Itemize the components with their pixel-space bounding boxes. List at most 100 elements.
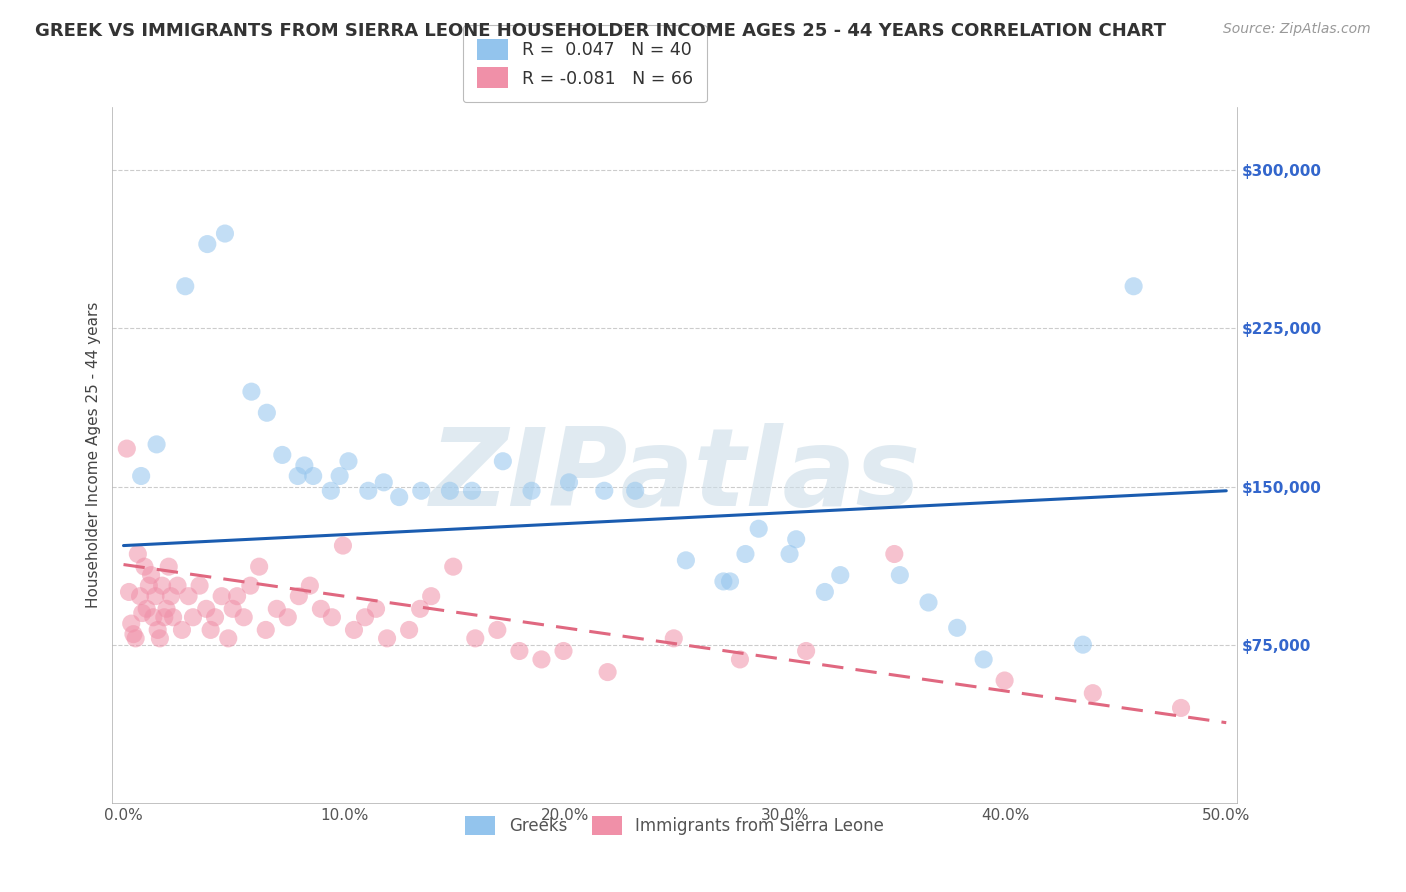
Point [814, 585, 837, 599]
Point [200, 623, 222, 637]
Point [464, 632, 486, 646]
Point [319, 483, 342, 498]
Point [508, 644, 530, 658]
Point [254, 623, 277, 637]
Point [174, 279, 197, 293]
Point [118, 585, 141, 599]
Point [461, 483, 484, 498]
Point [122, 627, 145, 641]
Point [157, 559, 180, 574]
Point [329, 469, 352, 483]
Point [160, 589, 183, 603]
Point [779, 547, 801, 561]
Legend: Greeks, Immigrants from Sierra Leone: Greeks, Immigrants from Sierra Leone [457, 807, 893, 843]
Point [1071, 638, 1094, 652]
Point [129, 589, 152, 603]
Point [145, 589, 167, 603]
Y-axis label: Householder Income Ages 25 - 44 years: Householder Income Ages 25 - 44 years [86, 301, 101, 608]
Point [553, 644, 575, 658]
Point [889, 568, 911, 582]
Point [830, 568, 852, 582]
Point [492, 454, 515, 468]
Point [375, 632, 398, 646]
Point [321, 610, 343, 624]
Point [266, 602, 288, 616]
Point [337, 454, 360, 468]
Point [718, 574, 741, 589]
Point [309, 602, 332, 616]
Point [288, 589, 311, 603]
Point [292, 458, 315, 473]
Text: ZIPatlas: ZIPatlas [429, 423, 921, 529]
Point [120, 616, 142, 631]
Text: Source: ZipAtlas.com: Source: ZipAtlas.com [1223, 22, 1371, 37]
Point [256, 406, 278, 420]
Point [211, 589, 233, 603]
Point [785, 533, 807, 547]
Point [917, 595, 939, 609]
Point [170, 623, 193, 637]
Point [411, 483, 433, 498]
Point [593, 483, 616, 498]
Point [520, 483, 543, 498]
Point [188, 579, 211, 593]
Point [558, 475, 581, 490]
Point [177, 589, 200, 603]
Point [298, 579, 321, 593]
Point [343, 623, 366, 637]
Point [388, 490, 411, 504]
Point [139, 568, 162, 582]
Point [145, 437, 167, 451]
Point [271, 448, 294, 462]
Point [596, 665, 619, 679]
Point [221, 602, 243, 616]
Point [217, 632, 239, 646]
Point [748, 522, 770, 536]
Point [624, 483, 647, 498]
Point [181, 610, 204, 624]
Point [138, 579, 160, 593]
Point [129, 469, 152, 483]
Point [364, 602, 387, 616]
Point [354, 610, 377, 624]
Point [794, 644, 817, 658]
Point [153, 610, 176, 624]
Point [713, 574, 735, 589]
Point [277, 610, 299, 624]
Point [946, 621, 969, 635]
Point [214, 227, 236, 241]
Point [302, 469, 325, 483]
Point [195, 237, 218, 252]
Point [439, 483, 461, 498]
Point [441, 559, 464, 574]
Point [486, 623, 509, 637]
Point [142, 610, 165, 624]
Point [398, 623, 420, 637]
Point [530, 652, 553, 666]
Point [409, 602, 432, 616]
Point [134, 559, 156, 574]
Text: GREEK VS IMMIGRANTS FROM SIERRA LEONE HOUSEHOLDER INCOME AGES 25 - 44 YEARS CORR: GREEK VS IMMIGRANTS FROM SIERRA LEONE HO… [35, 22, 1166, 40]
Point [127, 547, 149, 561]
Point [973, 652, 995, 666]
Point [195, 602, 218, 616]
Point [994, 673, 1017, 688]
Point [240, 384, 263, 399]
Point [226, 589, 249, 603]
Point [883, 547, 905, 561]
Point [675, 553, 697, 567]
Point [162, 610, 184, 624]
Point [115, 442, 138, 456]
Point [146, 623, 169, 637]
Point [287, 469, 309, 483]
Point [155, 602, 177, 616]
Point [734, 547, 756, 561]
Point [131, 606, 153, 620]
Point [1170, 701, 1192, 715]
Point [1081, 686, 1104, 700]
Point [166, 579, 188, 593]
Point [1122, 279, 1144, 293]
Point [728, 652, 751, 666]
Point [204, 610, 226, 624]
Point [135, 602, 157, 616]
